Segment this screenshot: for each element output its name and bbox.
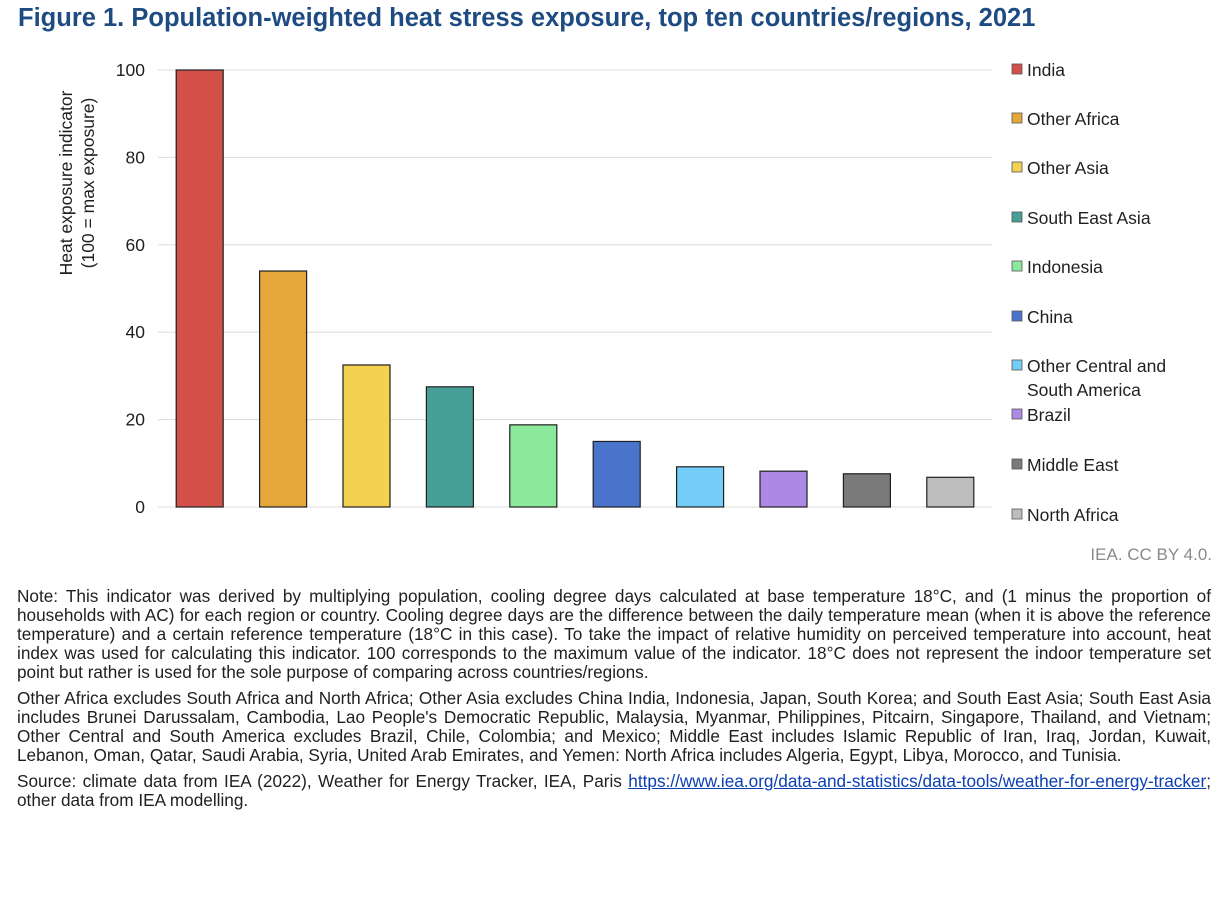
- bar-north-africa: [926, 476, 975, 508]
- legend-swatch: [1011, 310, 1023, 322]
- bar-indonesia: [509, 424, 558, 508]
- y-axis-label-line: Heat exposure indicator: [56, 90, 76, 275]
- chart-title: Figure 1. Population-weighted heat stres…: [18, 4, 1036, 32]
- bar-brazil: [759, 470, 808, 508]
- y-tick-label: 20: [126, 410, 146, 430]
- legend-swatch: [1011, 63, 1023, 75]
- bar-china: [592, 440, 641, 508]
- y-axis: 0 20 40 60 80 100: [116, 60, 145, 517]
- legend-swatch: [1011, 260, 1023, 272]
- bar-other-africa: [259, 270, 308, 508]
- legend-label: Indonesia: [1027, 257, 1103, 277]
- source-paragraph: Source: climate data from IEA (2022), We…: [17, 772, 1211, 810]
- legend-label: Other Asia: [1027, 158, 1109, 178]
- y-axis-label-line: (100 = max exposure): [78, 98, 98, 269]
- source-prefix: Source: climate data from IEA (2022), We…: [17, 771, 629, 791]
- credit-label: IEA. CC BY 4.0.: [1090, 545, 1212, 564]
- note-paragraph: Note: This indicator was derived by mult…: [17, 586, 1211, 682]
- bar-other-central-and-south-america: [675, 466, 725, 508]
- legend-label: Other Africa: [1027, 109, 1120, 129]
- legend-label: Middle East: [1027, 455, 1119, 475]
- source-link[interactable]: https://www.iea.org/data-and-statistics/…: [628, 771, 1207, 791]
- legend-swatch: [1011, 161, 1023, 173]
- y-tick-label: 40: [126, 322, 146, 342]
- legend-label: Other Central and: [1027, 356, 1166, 376]
- legend-label: South America: [1027, 380, 1141, 400]
- legend-label: South East Asia: [1027, 208, 1151, 228]
- legend-swatch: [1011, 211, 1023, 223]
- y-tick-label: 60: [126, 235, 146, 255]
- regions-paragraph: Other Africa excludes South Africa and N…: [17, 688, 1211, 765]
- bars: [175, 69, 975, 508]
- legend-label: India: [1027, 60, 1065, 80]
- legend-swatch: [1011, 359, 1023, 371]
- legend-label: China: [1027, 307, 1073, 327]
- bar-other-asia: [342, 364, 391, 508]
- legend-swatch: [1011, 508, 1023, 520]
- legend-swatch: [1011, 112, 1023, 124]
- source-suffix: ; other data from IEA modelling.: [17, 771, 1211, 810]
- bar-south-east-asia: [425, 386, 474, 508]
- legend: India Other Africa Other Asia South East As…: [1011, 60, 1166, 525]
- bar-india: [175, 69, 224, 508]
- legend-label: Brazil: [1027, 405, 1071, 425]
- bar-chart: 0 20 40 60 80 100 India Other Africa Other Asia…: [56, 60, 1166, 525]
- legend-label: North Africa: [1027, 505, 1119, 525]
- y-tick-label: 80: [126, 147, 146, 167]
- y-tick-label: 100: [116, 60, 145, 80]
- notes: Note: This indicator was derived by mult…: [17, 587, 1211, 817]
- bar-middle-east: [842, 473, 892, 508]
- legend-swatch: [1011, 408, 1023, 420]
- y-tick-label: 0: [135, 497, 145, 517]
- legend-swatch: [1011, 458, 1023, 470]
